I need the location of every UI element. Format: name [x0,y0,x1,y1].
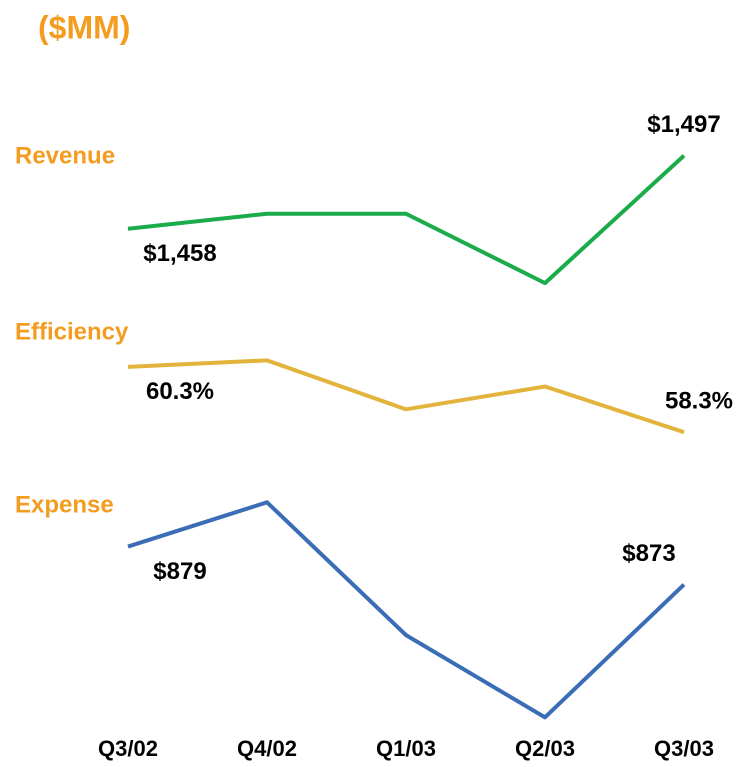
x-tick-label: Q4/02 [237,736,297,761]
data-label: $1,497 [647,111,720,138]
series-name: Revenue [15,142,115,169]
series-name: Efficiency [15,318,129,345]
x-tick-label: Q3/03 [654,736,714,761]
x-tick-label: Q1/03 [376,736,436,761]
series-line [127,154,686,286]
chart-title: ($MM) [38,9,130,45]
data-label: $873 [622,540,675,567]
series-name: Expense [15,491,114,518]
data-label: 60.3% [146,378,214,405]
x-tick-label: Q2/03 [515,736,575,761]
series-line [127,358,685,435]
x-tick-label: Q3/02 [98,736,158,761]
series-line [127,500,686,720]
data-label: $879 [153,558,206,585]
data-label: $1,458 [143,240,216,267]
data-label: 58.3% [665,388,733,415]
